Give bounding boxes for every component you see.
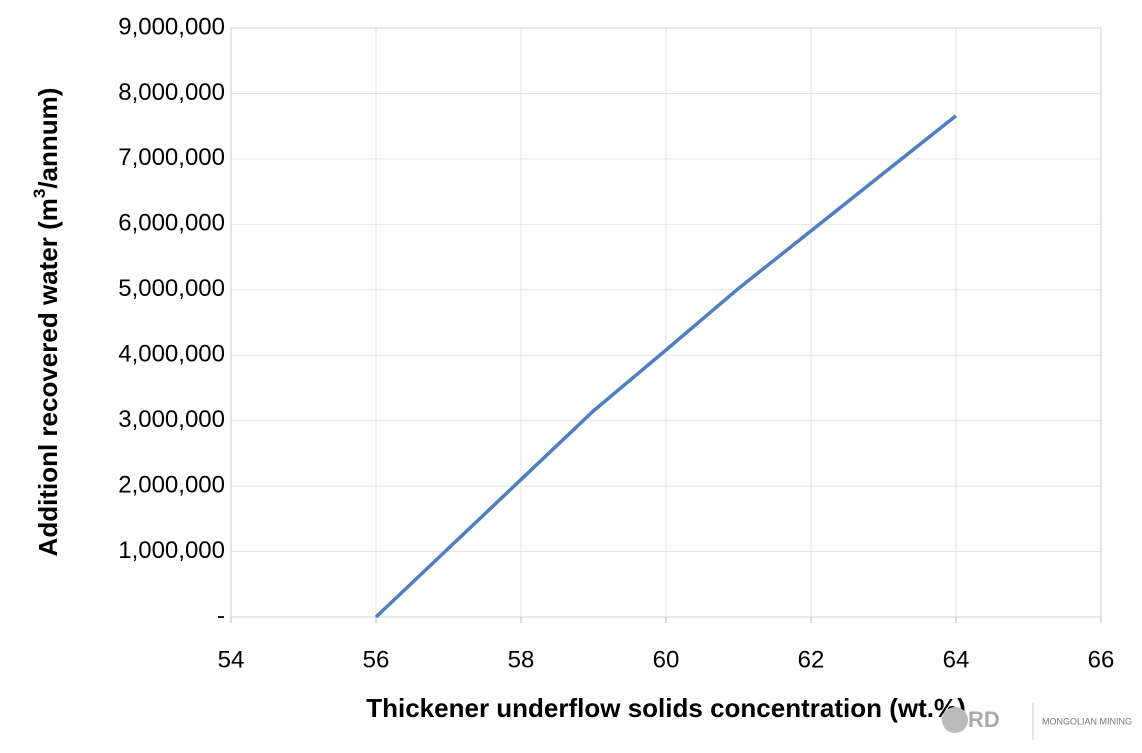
y-axis-title-text: Additionl recovered water (m (33, 198, 63, 556)
x-tick-label: 56 (363, 646, 390, 673)
logo-circle (942, 707, 968, 733)
y-tick-label: 5,000,000 (118, 275, 225, 302)
y-tick-label: - (217, 602, 225, 629)
y-tick-label: 4,000,000 (118, 341, 225, 368)
y-axis-title: Additionl recovered water (m3/annum) (30, 88, 62, 557)
logo: RD MONGOLIAN MINING (942, 702, 1132, 740)
y-axis-title-end: /annum) (33, 88, 63, 189)
logo-text: MONGOLIAN MINING (1042, 716, 1132, 726)
x-tick-label: 54 (218, 646, 245, 673)
x-tick-label: 58 (508, 646, 535, 673)
logo-mark: RD (968, 707, 1000, 732)
y-axis-title-sup: 3 (30, 189, 49, 198)
plot-frame (230, 27, 1102, 618)
y-tick-label: 3,000,000 (118, 406, 225, 433)
x-tick-label: 60 (653, 646, 680, 673)
x-axis-title: Thickener underflow solids concentration… (366, 693, 966, 723)
x-tick-label: 64 (943, 646, 970, 673)
y-tick-label: 7,000,000 (118, 144, 225, 171)
y-tick-label: 2,000,000 (118, 471, 225, 498)
x-tick-label: 66 (1088, 646, 1115, 673)
data-line (374, 114, 958, 619)
x-tick-label: 62 (798, 646, 825, 673)
y-tick-label: 6,000,000 (118, 210, 225, 237)
y-tick-label: 1,000,000 (118, 537, 225, 564)
y-tick-label: 8,000,000 (118, 79, 225, 106)
y-tick-label: 9,000,000 (118, 13, 225, 40)
